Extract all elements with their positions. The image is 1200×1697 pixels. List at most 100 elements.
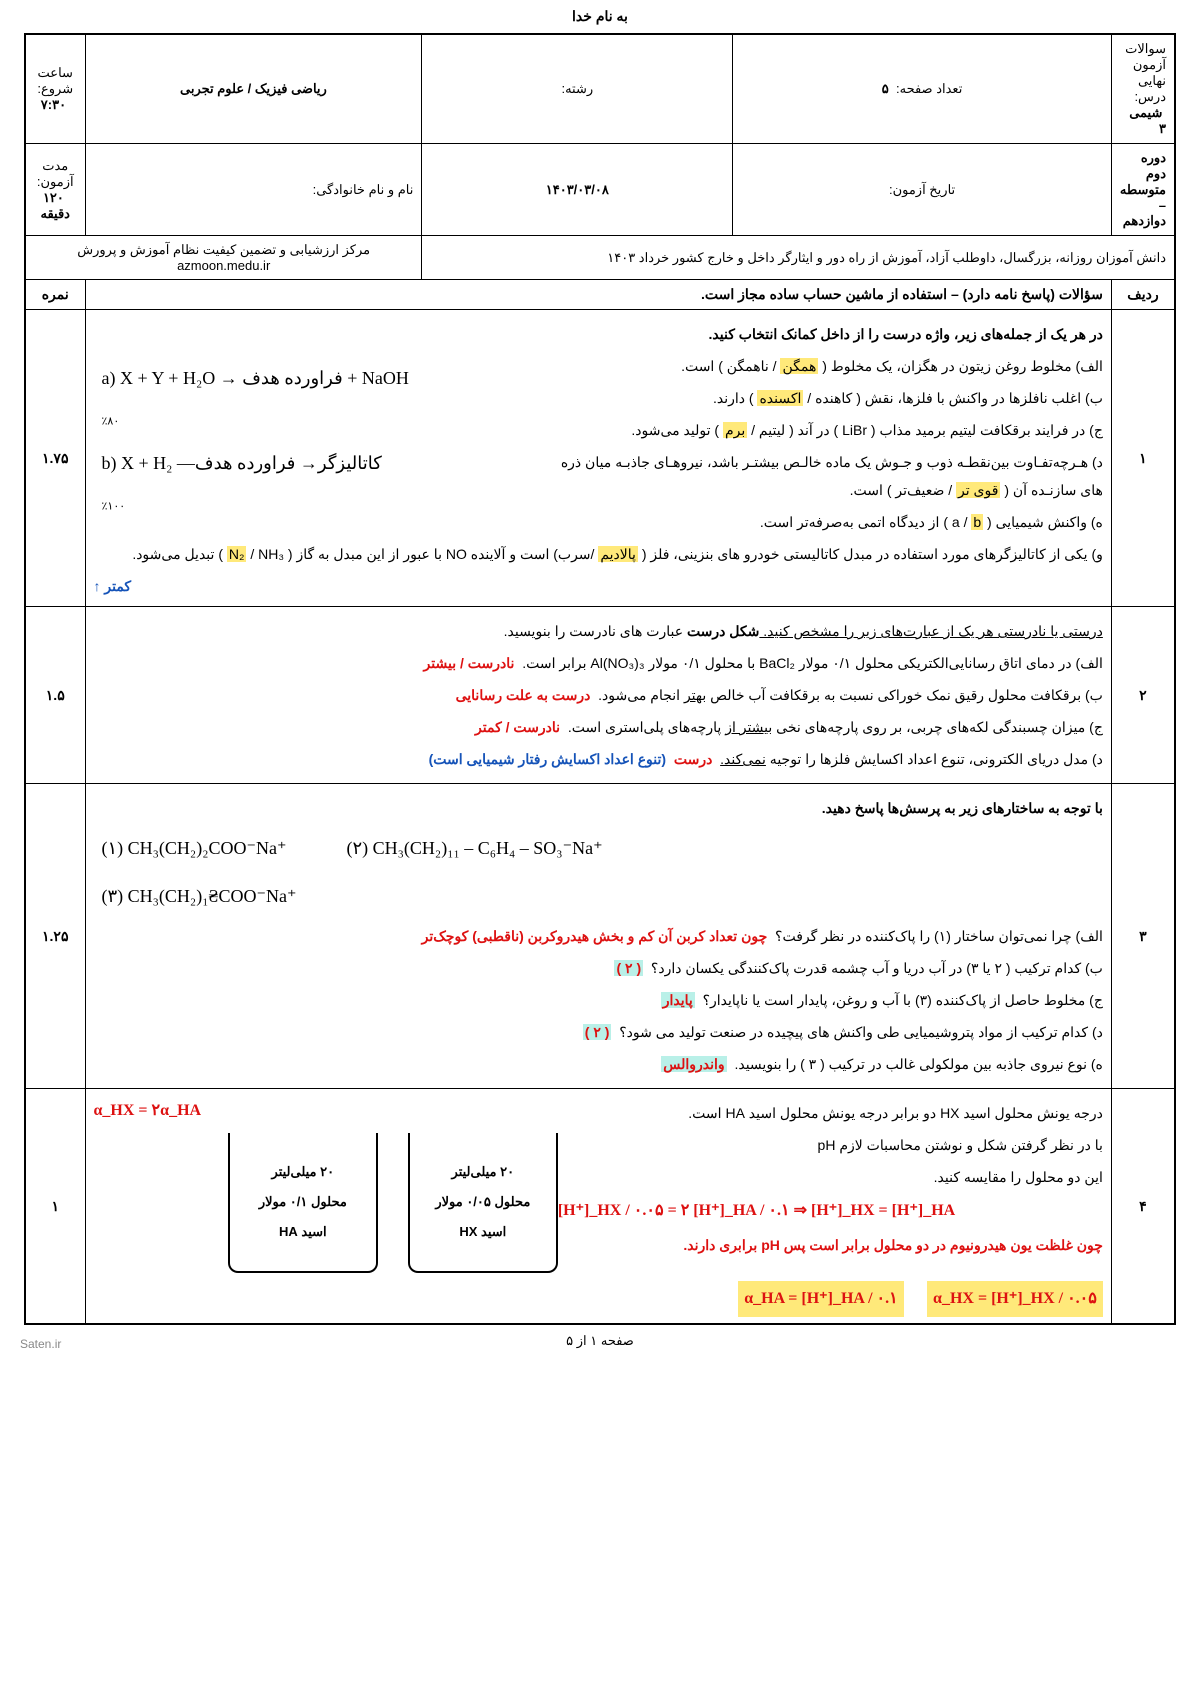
q3-a-text: الف) چرا نمی‌توان ساختار (۱) را پاک‌کنند… — [775, 928, 1103, 944]
q1-d-pre: د) هـرچه‌تفـاوت بین‌نقطـه ذوب و جـوش یک … — [561, 454, 1103, 498]
q3-c-note: پایدار — [661, 992, 695, 1008]
grade-level: دوره دوم متوسطه – دوازدهم — [1111, 144, 1175, 236]
q1-number: ۱ — [1111, 310, 1175, 607]
label-date: تاریخ آزمون: — [889, 182, 955, 197]
beaker-ha-acid: اسید HA — [279, 1219, 327, 1245]
q3-d-note: ( ۲ ) — [583, 1024, 612, 1040]
watermark: Saten.ir — [20, 1337, 61, 1351]
col-head-row: ردیف — [1111, 280, 1175, 310]
q1-f-mid: /سرب) است و آلاینده NO با عبور از این مب… — [284, 546, 594, 562]
beaker-hx: ۲۰ میلی‌لیتر محلول ۰/۰۵ مولار اسید HX — [408, 1133, 558, 1273]
q1-eq-b: b) X + H₂ —کاتالیزگر→ فراورده هدف ٪۱۰۰ — [94, 441, 548, 522]
column-headers: ردیف سؤالات (پاسخ نامه دارد) – استفاده ا… — [25, 280, 1175, 310]
q3-body: با توجه به ساختارهای زیر به پرسش‌ها پاسخ… — [85, 784, 1111, 1089]
assessment-center: مرکز ارزشیابی و تضمین کیفیت نظام آموزش و… — [34, 242, 413, 258]
q3-b-note: ( ۲ ) — [614, 960, 643, 976]
website-url: azmoon.medu.ir — [34, 258, 413, 273]
q2-a-note: نادرست / بیشتر — [424, 655, 515, 671]
q1-c-post: ) تولید می‌شود. — [631, 422, 719, 438]
q1-f-highlight1: پالادیم — [598, 546, 638, 562]
q1-a-pre: الف) مخلوط روغن زیتون در هگزان، یک مخلوط… — [818, 358, 1103, 374]
duration-value: ۱۲۰ دقیقه — [41, 190, 70, 221]
q2-intro: درستی یا نادرستی هر یک از عبارت‌های زیر … — [94, 617, 1103, 645]
beaker-ha: ۲۰ میلی‌لیتر محلول ۰/۱ مولار اسید HA — [228, 1133, 378, 1273]
q4-alpha-hx: α_HX = [H⁺]_HX / ۰.۰۵ — [927, 1281, 1103, 1317]
q3-struct-3: (۳) CH₃(CH₂)₁₴COO⁻Na⁺ — [102, 886, 297, 906]
q3-a: الف) چرا نمی‌توان ساختار (۱) را پاک‌کنند… — [94, 922, 1103, 950]
q1-d-post: / ضعیف‌تر ) است. — [850, 482, 952, 498]
q2-score: ۱.۵ — [25, 607, 85, 784]
q1-eq-b-text: b) X + H₂ —کاتالیزگر→ فراورده هدف — [102, 453, 382, 473]
question-4-row: ۴ α_HX = ۲α_HA ۲۰ میلی‌لیتر محلول ۰/۰۵ م… — [25, 1089, 1175, 1325]
q1-f-post: / NH₃ ) تبدیل می‌شود. — [132, 546, 284, 562]
q3-b-text: ب) کدام ترکیب ( ۲ یا ۳) در آب دریا و آب … — [651, 960, 1103, 976]
exam-date: ۱۴۰۳/۰۳/۰۸ — [422, 144, 733, 236]
q2-b-note: درست به علت رسانایی — [456, 687, 591, 703]
q3-struct-2: (۲) CH₃(CH₂)₁₁ – C₆H₄ – SO₃⁻Na⁺ — [346, 830, 602, 866]
q3-struct-1: (۱) CH₃(CH₂)₂COO⁻Na⁺ — [102, 830, 287, 866]
q1-equations-box: a) X + Y + H₂O → فراورده هدف + NaOH ٪۸۰ … — [94, 352, 548, 525]
q1-margin-note: کمتر ↑ — [94, 572, 1103, 600]
page-number: صفحه ۱ از ۵ — [566, 1333, 634, 1348]
q1-intro: در هر یک از جمله‌های زیر، واژه درست را ا… — [94, 320, 1103, 348]
q2-intro-pre: درستی یا نادرستی هر یک از عبارت‌های زیر … — [759, 623, 1103, 639]
exam-table: سوالات آزمون نهایی درس: شیمی ۳ تعداد صفح… — [24, 33, 1176, 1325]
col-head-score: نمره — [25, 280, 85, 310]
q1-eq-a-pct: ٪۸۰ — [102, 416, 120, 428]
course-name: شیمی ۳ — [1129, 105, 1166, 136]
q4-beakers: ۲۰ میلی‌لیتر محلول ۰/۰۵ مولار اسید HX ۲۰… — [94, 1133, 558, 1273]
question-2-row: ۲ درستی یا نادرستی هر یک از عبارت‌های زی… — [25, 607, 1175, 784]
page-footer: صفحه ۱ از ۵ Saten.ir — [0, 1325, 1200, 1357]
field-value: ریاضی فیزیک / علوم تجربی — [85, 34, 422, 144]
q1-f-highlight2: N₂ — [227, 546, 247, 562]
label-duration: مدت آزمون: — [37, 158, 74, 189]
question-3-row: ۳ با توجه به ساختارهای زیر به پرسش‌ها پا… — [25, 784, 1175, 1089]
beaker-hx-conc: محلول ۰/۰۵ مولار — [435, 1189, 530, 1215]
q4-body: α_HX = ۲α_HA ۲۰ میلی‌لیتر محلول ۰/۰۵ مول… — [85, 1089, 1111, 1325]
q1-c-highlight: برم — [723, 422, 747, 438]
header-row-3: دانش آموزان روزانه، بزرگسال، داوطلب آزاد… — [25, 236, 1175, 280]
q3-e-text: ه) نوع نیروی جاذبه بین مولکولی غالب در ت… — [734, 1056, 1102, 1072]
q2-a-text: الف) در دمای اتاق رسانایی‌الکتریکی محلول… — [522, 655, 1103, 671]
q4-alpha-ha: α_HA = [H⁺]_HA / ۰.۱ — [738, 1281, 903, 1317]
q1-eq-b-pct: ٪۱۰۰ — [102, 500, 126, 512]
q1-c-pre: ج) در فرایند برقکافت لیتیم برمید مذاب ( … — [747, 422, 1103, 438]
beaker-hx-vol: ۲۰ میلی‌لیتر — [452, 1159, 515, 1185]
q1-a-highlight: همگن — [780, 358, 818, 374]
q1-a-post: / ناهمگن ) است. — [681, 358, 777, 374]
q3-intro: با توجه به ساختارهای زیر به پرسش‌ها پاسخ… — [94, 794, 1103, 822]
q4-alpha-top: α_HX = ۲α_HA — [94, 1095, 558, 1127]
page-top-title: به نام خدا — [0, 0, 1200, 33]
col-head-body: سؤالات (پاسخ نامه دارد) – استفاده از ماش… — [85, 280, 1111, 310]
q2-b-u: بهتر — [684, 687, 706, 703]
q2-number: ۲ — [1111, 607, 1175, 784]
q1-f: و) یکی از کاتالیزگرهای مورد استفاده در م… — [94, 540, 1103, 568]
q2-c-note: نادرست / کمتر — [475, 719, 560, 735]
q1-eq-a: a) X + Y + H₂O → فراورده هدف + NaOH ٪۸۰ — [94, 356, 548, 437]
student-types: دانش آموزان روزانه، بزرگسال، داوطلب آزاد… — [422, 236, 1175, 280]
label-course: سوالات آزمون نهایی درس: — [1125, 41, 1166, 104]
label-pages: تعداد صفحه: — [896, 81, 962, 96]
q4-score: ۱ — [25, 1089, 85, 1325]
q1-b-highlight: اکسنده — [757, 390, 803, 406]
header-row-1: سوالات آزمون نهایی درس: شیمی ۳ تعداد صفح… — [25, 34, 1175, 144]
q1-d-highlight: قوی تر — [956, 482, 1000, 498]
q2-c-pre: ج) میزان چسبندگی لکه‌های چربی، بر روی پا… — [772, 719, 1103, 735]
q1-eq-a-text: a) X + Y + H₂O → فراورده هدف + NaOH — [102, 368, 409, 388]
q3-d: د) کدام ترکیب از مواد پتروشیمیایی طی واک… — [94, 1018, 1103, 1046]
q1-f-pre: و) یکی از کاتالیزگرهای مورد استفاده در م… — [642, 546, 1103, 562]
q1-b-pre: ب) اغلب نافلزها در واکنش با فلزها، نقش (… — [803, 390, 1102, 406]
beaker-ha-vol: ۲۰ میلی‌لیتر — [272, 1159, 335, 1185]
page-count: ۵ — [882, 81, 889, 96]
q2-b-pre: ب) برقکافت محلول رقیق نمک خوراکی نسبت به… — [706, 687, 1103, 703]
q1-e-highlight: b — [971, 514, 983, 530]
q2-b-post: انجام می‌شود. — [598, 687, 680, 703]
q2-intro-post: عبارت های نادرست را بنویسید. — [504, 623, 683, 639]
q3-e-note: واندروالس — [661, 1056, 726, 1072]
q4-figure-area: α_HX = ۲α_HA ۲۰ میلی‌لیتر محلول ۰/۰۵ مول… — [94, 1095, 558, 1273]
q3-c: ج) مخلوط حاصل از پاک‌کننده (۳) با آب و ر… — [94, 986, 1103, 1014]
q3-score: ۱.۲۵ — [25, 784, 85, 1089]
label-name: نام و نام خانوادگی: — [85, 144, 422, 236]
q2-c-u: بیشتر از — [725, 719, 772, 735]
q2-a: الف) در دمای اتاق رسانایی‌الکتریکی محلول… — [94, 649, 1103, 677]
